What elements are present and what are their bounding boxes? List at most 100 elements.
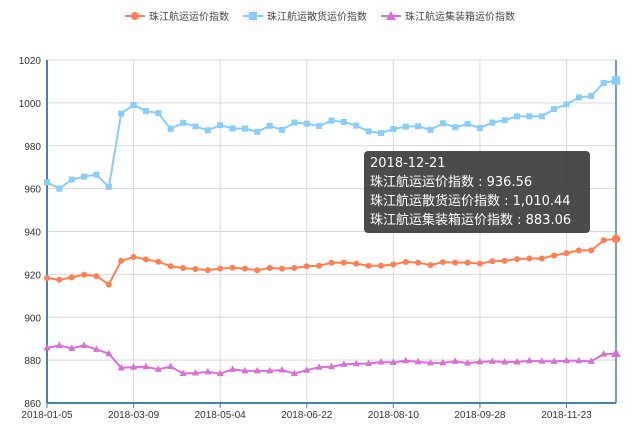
data-point xyxy=(266,122,273,129)
y-tick-label: 1000 xyxy=(19,99,42,110)
data-point xyxy=(340,118,347,125)
data-point xyxy=(377,358,385,365)
data-point xyxy=(105,281,112,288)
data-point xyxy=(229,264,236,271)
data-point xyxy=(117,363,125,371)
x-tick-label: 2018-05-04 xyxy=(195,410,247,421)
data-point xyxy=(390,261,397,268)
data-point xyxy=(316,123,323,130)
data-point xyxy=(426,358,434,366)
data-point xyxy=(303,263,310,270)
data-point xyxy=(254,128,261,135)
y-tick-label: 880 xyxy=(24,356,41,367)
data-point xyxy=(167,125,174,132)
data-point xyxy=(56,276,63,283)
data-point xyxy=(538,357,546,364)
data-point xyxy=(191,368,199,376)
data-point xyxy=(55,341,63,349)
tooltip-row: 珠江航运散货运价指数 : 1,010.44 xyxy=(370,194,571,209)
data-point xyxy=(452,259,459,266)
tooltip-row: 珠江航运运价指数 : 936.56 xyxy=(370,175,533,190)
data-point xyxy=(118,110,125,117)
legend-item-2[interactable]: 珠江航运集装箱运价指数 xyxy=(381,8,515,23)
data-point xyxy=(365,128,372,135)
data-point xyxy=(538,255,545,262)
data-point xyxy=(587,357,595,364)
data-point xyxy=(105,183,112,190)
data-point xyxy=(611,76,621,85)
circle-marker-icon xyxy=(125,11,145,20)
y-tick-label: 1020 xyxy=(19,56,42,67)
data-point xyxy=(476,260,483,267)
data-point xyxy=(390,126,397,133)
x-tick-label: 2018-08-10 xyxy=(368,410,420,421)
data-point xyxy=(266,366,274,374)
tooltip: 2018-12-21 珠江航运运价指数 : 936.56 珠江航运散货运价指数 … xyxy=(364,151,590,233)
legend-label: 珠江航运集装箱运价指数 xyxy=(405,12,515,23)
data-point xyxy=(142,256,149,263)
data-point xyxy=(93,273,100,280)
legend-item-0[interactable]: 珠江航运运价指数 xyxy=(125,8,229,23)
data-point xyxy=(353,260,360,267)
data-point xyxy=(204,367,212,375)
data-point xyxy=(402,258,409,265)
x-tick-label: 2018-09-28 xyxy=(454,410,506,421)
data-point xyxy=(513,358,521,365)
data-point xyxy=(588,93,595,100)
data-point xyxy=(501,257,508,264)
data-point xyxy=(464,359,472,366)
data-point xyxy=(575,247,582,254)
data-point xyxy=(241,366,249,374)
data-point xyxy=(611,347,621,358)
data-point xyxy=(464,120,471,127)
data-point xyxy=(154,365,162,372)
data-point xyxy=(439,358,447,366)
data-point xyxy=(43,343,51,351)
y-tick-label: 940 xyxy=(24,228,41,239)
data-point xyxy=(415,259,422,266)
data-point xyxy=(56,185,63,192)
data-point xyxy=(427,262,434,269)
data-point xyxy=(377,130,384,137)
data-point xyxy=(68,344,76,351)
data-point xyxy=(80,341,88,348)
data-point xyxy=(142,362,150,370)
data-point xyxy=(290,369,298,377)
data-point xyxy=(501,117,508,124)
data-point xyxy=(389,358,397,365)
x-tick-label: 2018-03-09 xyxy=(108,410,160,421)
y-tick-label: 980 xyxy=(24,142,41,153)
data-point xyxy=(575,94,582,101)
square-marker-icon xyxy=(243,11,263,20)
data-point xyxy=(44,275,50,282)
x-tick-label: 2018-11-23 xyxy=(541,410,592,421)
data-point xyxy=(278,365,286,373)
data-point xyxy=(180,119,187,126)
data-point xyxy=(155,258,162,265)
data-point xyxy=(489,258,496,265)
y-tick-label: 900 xyxy=(24,313,41,324)
data-point xyxy=(538,113,545,120)
data-point xyxy=(600,79,607,86)
legend: 珠江航运运价指数 珠江航运散货运价指数 珠江航运集装箱运价指数 xyxy=(0,8,640,23)
data-point xyxy=(204,127,211,134)
data-point xyxy=(600,350,608,357)
data-point xyxy=(155,110,162,117)
data-point xyxy=(526,255,533,262)
data-point xyxy=(93,171,100,178)
y-tick-label: 960 xyxy=(24,185,41,196)
data-point xyxy=(377,262,384,269)
data-point xyxy=(328,259,335,266)
data-point xyxy=(291,119,298,126)
legend-item-1[interactable]: 珠江航运散货运价指数 xyxy=(243,8,367,23)
data-point xyxy=(216,369,224,377)
data-point xyxy=(192,123,199,130)
y-tick-label: 920 xyxy=(24,270,41,281)
data-point xyxy=(179,369,187,377)
data-point xyxy=(464,259,471,266)
data-point xyxy=(353,122,360,129)
data-point xyxy=(550,357,558,364)
data-point xyxy=(340,259,347,266)
